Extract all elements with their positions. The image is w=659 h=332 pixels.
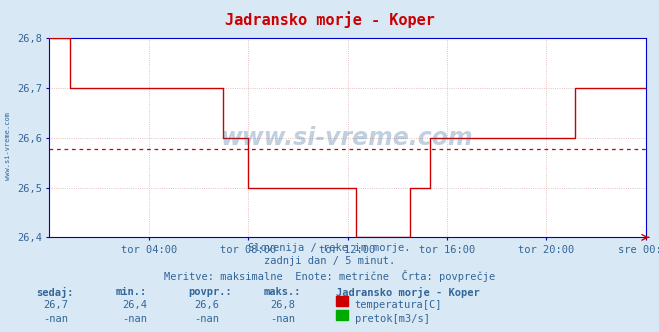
Text: Slovenija / reke in morje.: Slovenija / reke in morje. — [248, 243, 411, 253]
Text: Meritve: maksimalne  Enote: metrične  Črta: povprečje: Meritve: maksimalne Enote: metrične Črta… — [164, 270, 495, 282]
Text: maks.:: maks.: — [264, 287, 301, 297]
Text: -nan: -nan — [270, 314, 295, 324]
Text: pretok[m3/s]: pretok[m3/s] — [355, 314, 430, 324]
Text: 26,6: 26,6 — [194, 300, 219, 310]
Text: zadnji dan / 5 minut.: zadnji dan / 5 minut. — [264, 256, 395, 266]
Text: www.si-vreme.com: www.si-vreme.com — [5, 112, 11, 180]
Text: sedaj:: sedaj: — [36, 287, 74, 298]
Text: 26,8: 26,8 — [270, 300, 295, 310]
Text: povpr.:: povpr.: — [188, 287, 231, 297]
Text: 26,7: 26,7 — [43, 300, 68, 310]
Text: temperatura[C]: temperatura[C] — [355, 300, 442, 310]
Text: min.:: min.: — [115, 287, 146, 297]
Text: www.si-vreme.com: www.si-vreme.com — [221, 126, 474, 150]
Text: 26,4: 26,4 — [122, 300, 147, 310]
Text: -nan: -nan — [122, 314, 147, 324]
Text: Jadransko morje - Koper: Jadransko morje - Koper — [225, 12, 434, 29]
Text: -nan: -nan — [43, 314, 68, 324]
Text: Jadransko morje - Koper: Jadransko morje - Koper — [336, 287, 480, 298]
Text: -nan: -nan — [194, 314, 219, 324]
